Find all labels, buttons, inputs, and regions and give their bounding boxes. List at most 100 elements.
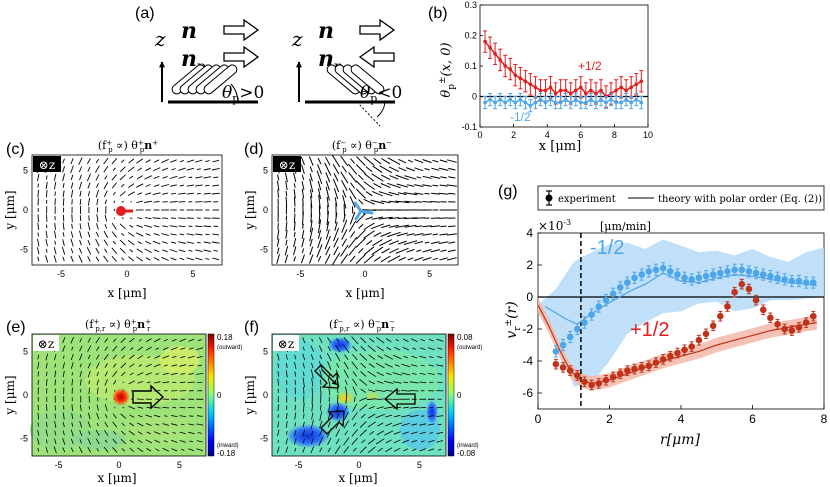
field-arrow bbox=[448, 167, 456, 171]
field-arrow bbox=[294, 362, 297, 369]
field-arrow bbox=[119, 247, 126, 254]
field-arrow bbox=[368, 354, 376, 360]
field-arrow bbox=[203, 192, 211, 195]
field-arrow bbox=[79, 370, 82, 378]
field-arrow bbox=[389, 175, 399, 180]
cbar-f-bottom-note: (inward) bbox=[457, 443, 479, 449]
field-arrow bbox=[96, 354, 100, 360]
field-arrow bbox=[136, 224, 144, 228]
field-arrow bbox=[327, 421, 331, 428]
field-arrow bbox=[104, 371, 108, 377]
field-arrow bbox=[326, 352, 332, 362]
field-arrow bbox=[380, 231, 391, 237]
field-arrow bbox=[294, 429, 297, 436]
field-arrow bbox=[368, 438, 376, 445]
field-arrow bbox=[359, 429, 367, 437]
field-arrow bbox=[37, 183, 39, 188]
field-arrow bbox=[285, 370, 288, 378]
field-arrow bbox=[285, 446, 289, 454]
field-arrow bbox=[45, 230, 48, 239]
field-arrow bbox=[46, 371, 48, 377]
field-arrow bbox=[384, 380, 394, 384]
field-arrow bbox=[62, 222, 65, 231]
field-arrow bbox=[178, 225, 186, 228]
field-arrow bbox=[438, 192, 449, 195]
field-arrow bbox=[180, 355, 186, 359]
field-arrow bbox=[327, 437, 332, 445]
point-g bbox=[666, 268, 674, 275]
field-arrow bbox=[448, 241, 456, 244]
field-arrow bbox=[45, 421, 48, 428]
field-arrow bbox=[341, 165, 347, 173]
field-arrow bbox=[359, 378, 368, 386]
field-arrow bbox=[169, 225, 178, 228]
series-line-b bbox=[484, 98, 642, 107]
field-arrow bbox=[379, 165, 393, 174]
panel-e-title: (f+ p,r ∝) θ+ pn+ r bbox=[85, 318, 151, 333]
field-arrow bbox=[79, 379, 82, 386]
field-arrow bbox=[45, 439, 48, 444]
field-arrow bbox=[153, 257, 160, 261]
xtick-label: 5 bbox=[190, 269, 195, 279]
field-arrow bbox=[428, 338, 434, 342]
field-arrow bbox=[104, 199, 107, 205]
field-arrow bbox=[337, 388, 339, 394]
zbadge-bg-c bbox=[33, 156, 61, 172]
field-arrow bbox=[392, 372, 402, 376]
field-arrow bbox=[196, 373, 204, 375]
field-arrow bbox=[422, 175, 432, 179]
field-arrow bbox=[179, 184, 185, 187]
field-arrow bbox=[364, 173, 375, 182]
field-arrow bbox=[411, 355, 418, 359]
field-arrow bbox=[127, 191, 135, 196]
field-arrow bbox=[96, 404, 99, 411]
field-arrow bbox=[419, 423, 427, 426]
field-arrow bbox=[403, 240, 418, 245]
field-arrow bbox=[437, 373, 443, 375]
xtick-label: -5 bbox=[57, 269, 65, 279]
heatmap-e-patches bbox=[30, 346, 200, 450]
field-arrow bbox=[409, 381, 419, 384]
field-arrow bbox=[422, 201, 432, 203]
field-arrow bbox=[154, 338, 161, 343]
field-arrow bbox=[412, 217, 426, 219]
point-g bbox=[616, 284, 624, 291]
ytick-label-b: -0.1 bbox=[461, 122, 477, 132]
field-arrow bbox=[293, 256, 296, 262]
field-arrow bbox=[294, 379, 296, 385]
field-arrow bbox=[343, 446, 350, 454]
field-arrow bbox=[293, 197, 296, 207]
field-arrow bbox=[189, 440, 194, 443]
zbadge-bg-e bbox=[33, 335, 59, 351]
xtick-label: 0 bbox=[124, 269, 129, 279]
field-arrow bbox=[277, 229, 280, 240]
xtick-label: -5 bbox=[55, 460, 63, 470]
field-arrow bbox=[422, 257, 432, 261]
field-arrow bbox=[170, 241, 177, 244]
field-arrow bbox=[409, 390, 419, 392]
plot-b-ylabel: θp±(x, 0) bbox=[438, 42, 457, 97]
field-arrow bbox=[121, 422, 126, 427]
field-arrow bbox=[438, 217, 449, 219]
cbar-e-zero: 0 bbox=[217, 391, 222, 400]
field-arrow bbox=[54, 240, 57, 245]
field-arrow bbox=[186, 257, 195, 261]
field-arrow bbox=[359, 421, 367, 428]
field-arrow bbox=[137, 372, 144, 376]
field-arrow bbox=[120, 337, 126, 343]
field-arrow bbox=[387, 231, 401, 238]
field-arrow bbox=[162, 241, 169, 244]
xtick-label: -5 bbox=[296, 269, 304, 279]
field-arrow bbox=[37, 412, 39, 420]
field-arrow bbox=[62, 165, 66, 173]
field-arrow bbox=[285, 221, 288, 232]
field-arrow bbox=[178, 201, 186, 203]
field-arrow bbox=[358, 174, 364, 181]
field-arrow bbox=[420, 339, 426, 342]
field-arrow bbox=[294, 447, 297, 452]
field-arrow bbox=[37, 379, 39, 385]
field-arrow bbox=[302, 211, 304, 225]
field-arrow bbox=[343, 420, 349, 429]
field-arrow bbox=[79, 338, 83, 343]
field-arrow bbox=[397, 192, 407, 195]
